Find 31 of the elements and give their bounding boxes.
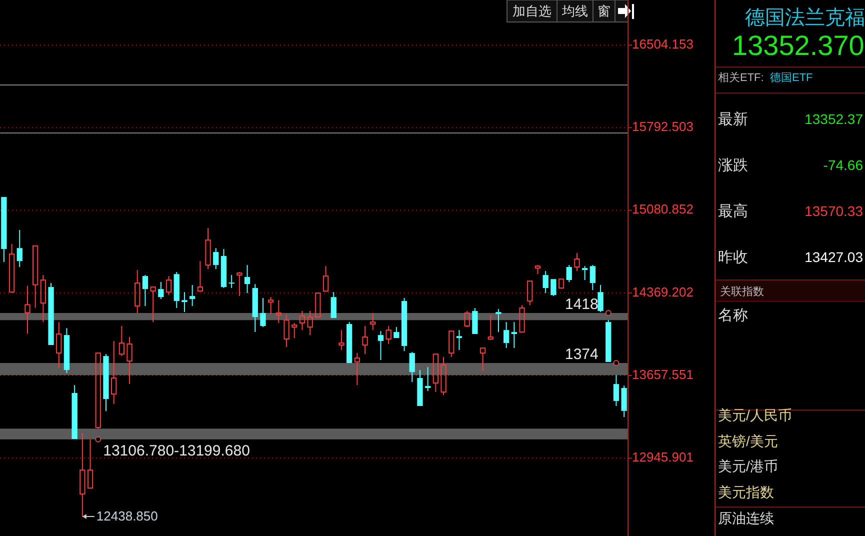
annotation: 均线: [561, 3, 588, 18]
annotation: 加自选: [512, 3, 552, 18]
text: 英镑/美元: [718, 433, 778, 449]
y-tick-label: 13657.551: [632, 366, 694, 382]
text: 美元/人民币: [718, 407, 792, 423]
band-label: 13106.780-13199.680: [103, 442, 250, 460]
y-tick-label: 16504.153: [632, 36, 694, 52]
annotation: 窗: [598, 3, 610, 18]
y-tick-label: 15080.852: [632, 202, 694, 217]
text: 13352.370: [732, 30, 864, 61]
text: 美元指数: [718, 484, 774, 500]
text: 原油连续: [718, 510, 774, 526]
text: 名称: [718, 307, 748, 324]
y-tick-label: 14369.202: [632, 284, 694, 300]
y-tick-label: 15792.503: [632, 119, 694, 134]
y-tick-label: 12945.901: [632, 450, 694, 465]
text: 13427.03: [804, 249, 864, 265]
text: 德国ETF: [770, 72, 814, 84]
text: -74.66: [823, 157, 864, 173]
text: 涨跌: [718, 157, 748, 174]
text: 相关ETF:: [718, 71, 764, 84]
text: 13352.37: [804, 111, 864, 127]
text: 13570.33: [804, 203, 864, 219]
text: 美元/港币: [718, 458, 778, 474]
text: 关联指数: [720, 285, 764, 298]
text: 德国法兰克福: [745, 7, 865, 29]
text: 最高: [718, 203, 748, 220]
text: 最新: [718, 111, 748, 128]
text: 昨收: [718, 249, 748, 266]
band-label: 1374: [565, 346, 598, 364]
annotation: 12438.850: [96, 508, 158, 524]
